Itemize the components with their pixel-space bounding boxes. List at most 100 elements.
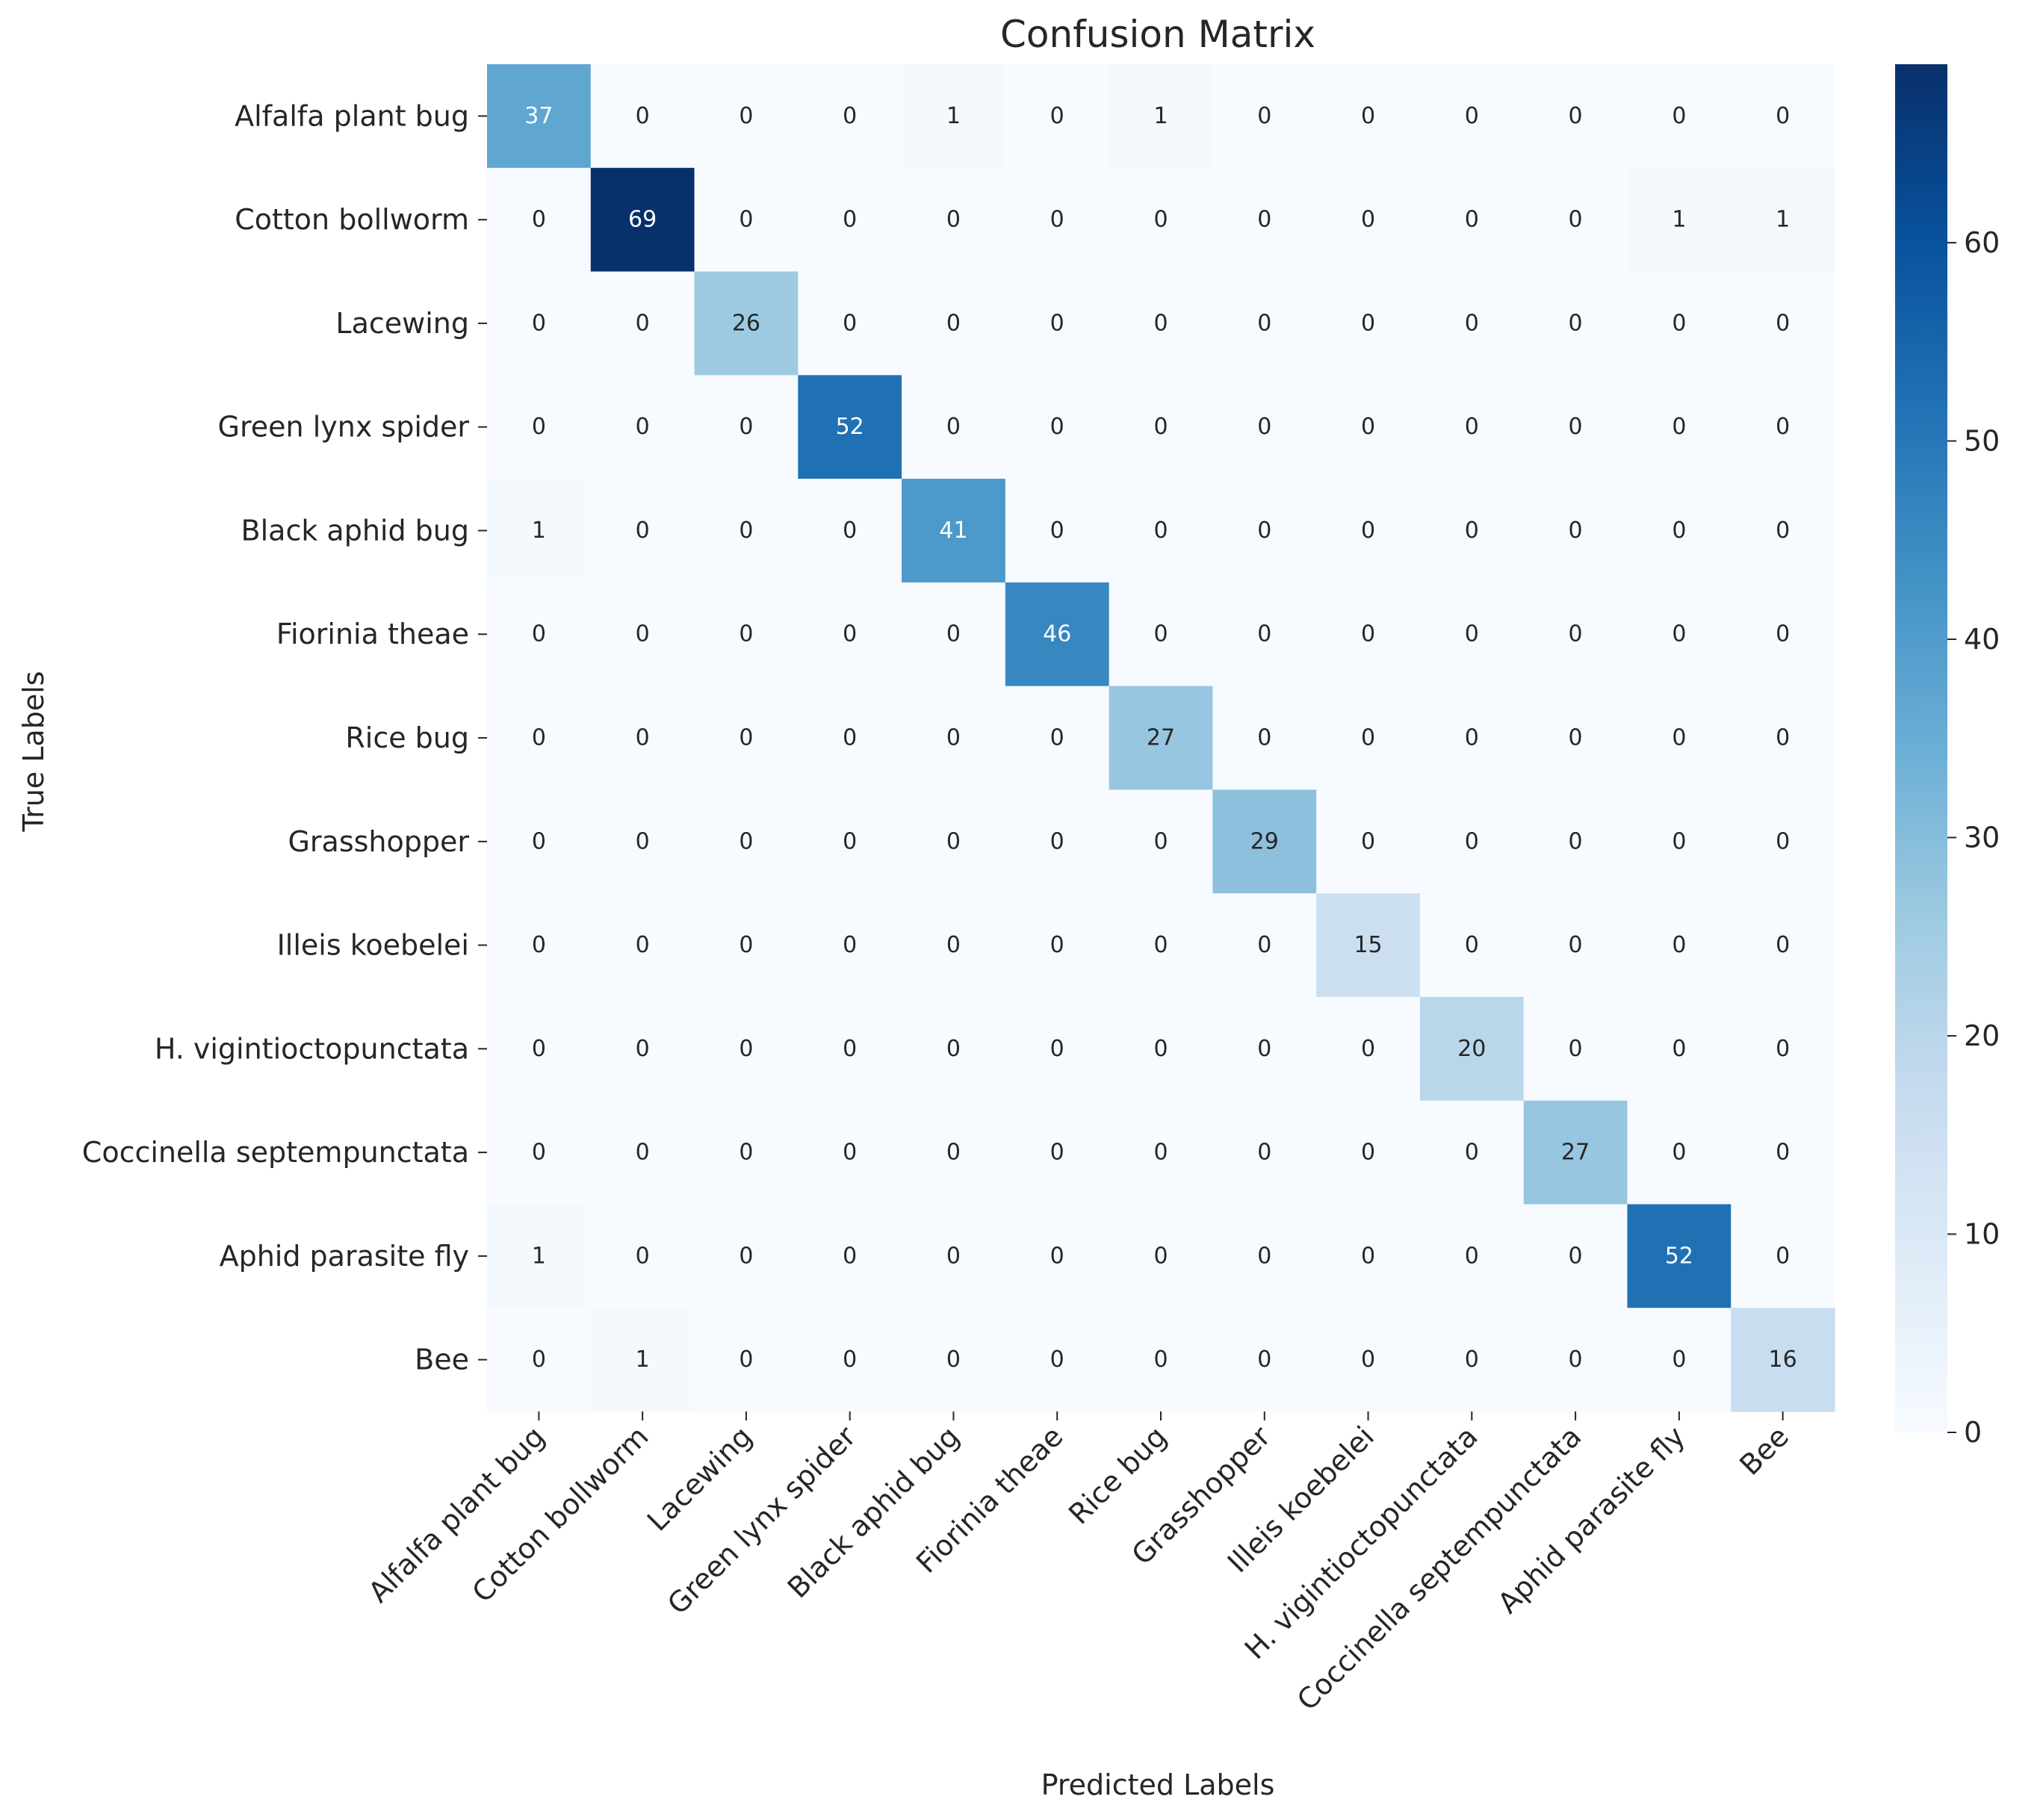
cell-value-label: 16 xyxy=(1769,1347,1797,1373)
colorbar-ticks: 0 10 20 30 40 50 60 xyxy=(1947,226,2000,1449)
cell-value-label: 20 xyxy=(1457,1036,1486,1062)
heatmap-cell xyxy=(1523,167,1628,273)
colorbar-tick-label: 50 xyxy=(1964,424,2000,457)
heatmap-cell xyxy=(487,996,592,1102)
y-tick-label: Lacewing xyxy=(335,307,469,340)
cell-value-label: 0 xyxy=(1050,828,1064,854)
x-tick-label: Alfalfa plant bug xyxy=(362,1420,551,1609)
cell-value-label: 0 xyxy=(1672,414,1686,440)
cell-value-label: 0 xyxy=(1776,414,1790,440)
heatmap-cell xyxy=(590,479,695,583)
y-tick-label: Aphid parasite fly xyxy=(220,1240,469,1273)
cell-value-label: 0 xyxy=(1050,414,1064,440)
heatmap-cell xyxy=(798,167,902,273)
heatmap-cell xyxy=(1731,167,1835,273)
x-tick-label: Aphid parasite fly xyxy=(1492,1420,1692,1620)
heatmap-cell xyxy=(1109,686,1213,790)
heatmap-cell xyxy=(1316,686,1421,790)
heatmap-cell xyxy=(1109,1308,1213,1412)
cell-value-label: 0 xyxy=(1465,1347,1479,1373)
cell-value-label: 0 xyxy=(739,207,753,233)
heatmap-cell xyxy=(1523,893,1628,998)
y-tick-label: Bee xyxy=(415,1344,469,1376)
heatmap-cell xyxy=(1627,64,1732,169)
heatmap-cell xyxy=(1627,1204,1732,1308)
heatmap-cell xyxy=(1212,271,1317,376)
cell-value-label: 0 xyxy=(532,828,546,854)
cell-value-label: 0 xyxy=(636,1140,650,1166)
cell-value-label: 0 xyxy=(1257,1036,1271,1062)
heatmap-cell xyxy=(1109,1100,1213,1205)
chart-title: Confusion Matrix xyxy=(1000,13,1315,56)
heatmap-cell xyxy=(1523,479,1628,583)
cell-value-label: 15 xyxy=(1354,932,1382,958)
cell-value-label: 0 xyxy=(843,828,857,854)
heatmap-cell xyxy=(1109,893,1213,998)
heatmap-cell xyxy=(590,271,695,376)
heatmap-cell xyxy=(798,1100,902,1205)
heatmap-cell xyxy=(1316,789,1421,894)
heatmap-cell xyxy=(1627,996,1732,1102)
heatmap-cell xyxy=(1109,582,1213,687)
cell-value-label: 37 xyxy=(524,103,553,129)
heatmap-cell xyxy=(902,1308,1006,1412)
heatmap-cell xyxy=(1419,64,1525,169)
cell-value-label: 0 xyxy=(1153,828,1168,854)
cell-value-label: 0 xyxy=(1153,1140,1168,1166)
cell-value-label: 0 xyxy=(532,1140,546,1166)
heatmap-cell xyxy=(1627,479,1732,583)
heatmap-cell xyxy=(1731,1204,1835,1308)
heatmap-cell xyxy=(1731,375,1835,479)
cell-value-label: 0 xyxy=(1050,1243,1064,1269)
cell-value-label: 0 xyxy=(1672,310,1686,336)
heatmap-cell xyxy=(590,582,695,687)
heatmap-cell xyxy=(1316,64,1421,169)
y-tick-label: Alfalfa plant bug xyxy=(235,99,469,132)
heatmap-cell xyxy=(694,1204,799,1308)
y-tick-label: Black aphid bug xyxy=(241,514,469,547)
heatmap-cell xyxy=(1523,582,1628,687)
cell-value-label: 0 xyxy=(1361,103,1375,129)
heatmap-cell-labels: 37 0 0 0 1 0 1 0 0 0 0 0 0 0 69 0 0 0 0 0 0 0 0 0 1 1 0 0 26 0 0 0 0 0 0 0 0… xyxy=(524,103,1796,1373)
cell-value-label: 0 xyxy=(1257,414,1271,440)
cell-value-label: 0 xyxy=(532,725,546,751)
cell-value-label: 29 xyxy=(1250,828,1279,854)
y-tick-label: Grasshopper xyxy=(288,825,469,858)
cell-value-label: 0 xyxy=(636,414,650,440)
cell-value-label: 0 xyxy=(1257,932,1271,958)
heatmap-cell xyxy=(1212,686,1317,790)
cell-value-label: 26 xyxy=(732,310,760,336)
cell-value-label: 0 xyxy=(1153,932,1168,958)
cell-value-label: 0 xyxy=(636,310,650,336)
heatmap-cell xyxy=(1731,893,1835,998)
cell-value-label: 0 xyxy=(1257,1347,1271,1373)
cell-value-label: 0 xyxy=(1153,1347,1168,1373)
y-axis-ticks: Alfalfa plant bug Cotton bollworm Lacewing… xyxy=(82,99,487,1376)
heatmap-cell xyxy=(1212,479,1317,583)
heatmap-cell xyxy=(1419,271,1525,376)
cell-value-label: 0 xyxy=(1361,1347,1375,1373)
heatmap-cell xyxy=(1005,893,1110,998)
y-tick-label: Rice bug xyxy=(345,721,469,754)
colorbar-tick-label: 30 xyxy=(1964,821,2000,854)
heatmap-cell xyxy=(798,686,902,790)
cell-value-label: 0 xyxy=(1672,1036,1686,1062)
heatmap-cell xyxy=(1316,1100,1421,1205)
heatmap-cell xyxy=(590,789,695,894)
heatmap-cell xyxy=(1627,1308,1732,1412)
cell-value-label: 0 xyxy=(1672,621,1686,647)
heatmap-cell xyxy=(694,996,799,1102)
cell-value-label: 0 xyxy=(1050,518,1064,544)
heatmap-cell xyxy=(1316,582,1421,687)
heatmap-cell xyxy=(694,789,799,894)
cell-value-label: 0 xyxy=(532,1347,546,1373)
cell-value-label: 0 xyxy=(946,725,961,751)
heatmap-cell xyxy=(798,479,902,583)
heatmap-cell xyxy=(1316,375,1421,479)
cell-value-label: 0 xyxy=(946,1243,961,1269)
heatmap-cell xyxy=(902,375,1006,479)
cell-value-label: 0 xyxy=(843,1036,857,1062)
cell-value-label: 0 xyxy=(946,1347,961,1373)
y-tick-label: Coccinella septempunctata xyxy=(82,1136,469,1169)
cell-value-label: 0 xyxy=(843,932,857,958)
